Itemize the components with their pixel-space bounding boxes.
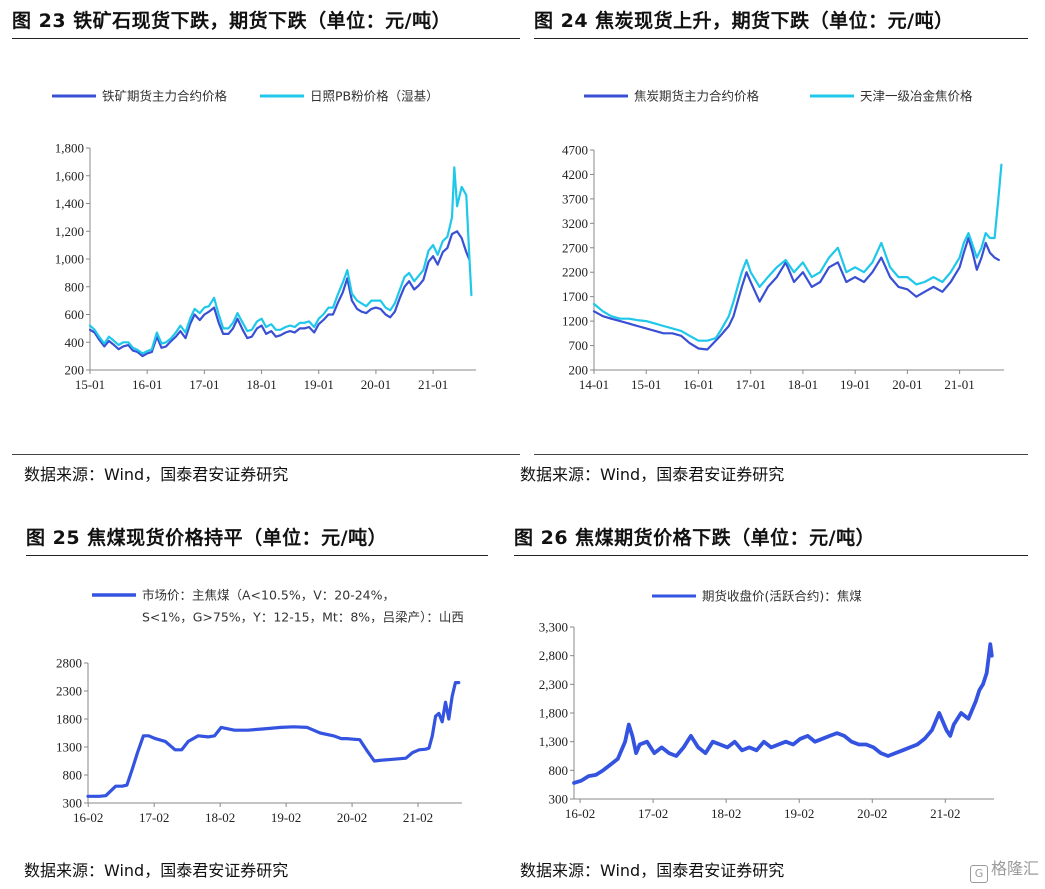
- x-tick-label: 21-01: [944, 377, 974, 392]
- watermark-text: 格隆汇: [990, 859, 1039, 878]
- chart-panel-ironore: 图 23 铁矿石现货下跌，期货下跌（单位：元/吨） 200 400 600 800 1,…: [12, 6, 520, 486]
- x-tick-label: 20-01: [361, 377, 391, 392]
- source-divider: [534, 454, 1028, 455]
- x-tick-label: 19-01: [304, 377, 334, 392]
- y-tick-label: 1,800: [539, 706, 568, 721]
- y-tick-label: 2800: [56, 656, 82, 671]
- y-tick-label: 2,300: [539, 677, 568, 692]
- chart-svg: 300 800 1300 1800 2300 2800 16-02 17-02 18-02 19-…: [56, 588, 464, 826]
- y-tick-label: 1,800: [55, 141, 84, 156]
- y-tick-label: 1,300: [539, 734, 568, 749]
- g-logo-icon: G: [969, 865, 988, 883]
- y-tick-label: 4200: [562, 167, 588, 182]
- legend-label: 天津一级冶金焦价格: [860, 89, 973, 104]
- chart-source: 数据来源：Wind，国泰君安证券研究: [520, 861, 785, 880]
- x-tick-label: 20-01: [892, 377, 922, 392]
- x-tick-label: 16-02: [565, 806, 595, 821]
- y-tick-label: 2,800: [539, 648, 568, 663]
- series-line: [86, 680, 461, 798]
- x-tick-label: 17-01: [736, 377, 766, 392]
- series-line: [592, 163, 1003, 342]
- x-tick-label: 17-01: [189, 377, 219, 392]
- x-tick-label: 18-02: [205, 810, 235, 825]
- chart-title: 图 23 铁矿石现货下跌，期货下跌（单位：元/吨）: [12, 10, 452, 32]
- legend-label: S<1%，G>75%，Y：12-15，Mt：8%，吕梁产）：山西: [142, 610, 464, 625]
- source-divider: [12, 454, 520, 455]
- legend-label: 焦炭期货主力合约价格: [634, 89, 760, 104]
- x-tick-label: 21-02: [403, 810, 433, 825]
- x-tick-label: 16-02: [73, 810, 103, 825]
- chart-source: 数据来源：Wind，国泰君安证券研究: [24, 861, 289, 880]
- y-tick-label: 1700: [562, 289, 588, 304]
- y-tick-label: 2300: [56, 684, 82, 699]
- x-tick-label: 17-02: [139, 810, 169, 825]
- y-tick-label: 800: [63, 768, 83, 783]
- y-tick-label: 200: [65, 363, 85, 378]
- x-tick-label: 18-02: [711, 806, 741, 821]
- chart-panel-coke: 图 24 焦炭现货上升，期货下跌（单位：元/吨） 200 700 1200 1700 2…: [520, 6, 1028, 486]
- y-tick-label: 1200: [562, 314, 588, 329]
- legend-label: 日照PB粉价格（湿基）: [310, 89, 439, 104]
- y-tick-label: 200: [569, 363, 589, 378]
- series-line: [88, 230, 471, 358]
- x-tick-label: 17-02: [638, 806, 668, 821]
- title-divider: [534, 38, 1028, 39]
- y-tick-label: 300: [63, 796, 83, 811]
- chart-svg: 200 400 600 800 1,000 1,200 1,400 1,600 1,800 15-…: [52, 89, 476, 392]
- y-tick-label: 1,200: [55, 224, 84, 239]
- series-line: [592, 236, 1000, 351]
- y-tick-label: 1,000: [55, 252, 84, 267]
- title-divider: [12, 38, 520, 39]
- y-tick-label: 1,400: [55, 196, 84, 211]
- x-tick-label: 18-01: [788, 377, 818, 392]
- series-line: [572, 642, 994, 785]
- y-tick-label: 3200: [562, 216, 588, 231]
- y-tick-label: 400: [65, 335, 85, 350]
- x-tick-label: 15-01: [75, 377, 105, 392]
- y-tick-label: 800: [549, 763, 569, 778]
- y-tick-label: 4700: [562, 143, 588, 158]
- y-tick-label: 1800: [56, 712, 82, 727]
- chart-panel-coking-coal-spot: 图 25 焦煤现货价格持平（单位：元/吨） 300 800 1300 1800 2300…: [24, 523, 488, 883]
- x-tick-label: 19-01: [840, 377, 870, 392]
- y-tick-label: 1300: [56, 740, 82, 755]
- chart-source: 数据来源：Wind，国泰君安证券研究: [24, 465, 289, 484]
- chart-title: 图 25 焦煤现货价格持平（单位：元/吨）: [26, 527, 388, 549]
- chart-source: 数据来源：Wind，国泰君安证券研究: [520, 465, 785, 484]
- legend-label: 市场价：主焦煤（A<10.5%，V：20-24%，: [142, 588, 395, 603]
- x-tick-label: 21-02: [930, 806, 960, 821]
- x-tick-label: 16-01: [132, 377, 162, 392]
- y-tick-label: 2200: [562, 265, 588, 280]
- x-tick-label: 19-02: [271, 810, 301, 825]
- x-tick-label: 19-02: [784, 806, 814, 821]
- title-divider: [514, 555, 1028, 556]
- x-tick-label: 16-01: [683, 377, 713, 392]
- title-divider: [26, 555, 488, 556]
- y-tick-label: 1,600: [55, 168, 84, 183]
- series-line: [88, 166, 473, 355]
- x-tick-label: 18-01: [246, 377, 276, 392]
- x-tick-label: 20-02: [337, 810, 367, 825]
- y-tick-label: 600: [65, 307, 85, 322]
- y-tick-label: 3,300: [539, 620, 568, 635]
- chart-title: 图 26 焦煤期货价格下跌（单位：元/吨）: [514, 527, 876, 549]
- chart-title: 图 24 焦炭现货上升，期货下跌（单位：元/吨）: [534, 10, 954, 32]
- watermark: G 格隆汇: [969, 855, 1039, 883]
- y-tick-label: 300: [549, 792, 569, 807]
- y-tick-label: 2700: [562, 240, 588, 255]
- x-tick-label: 20-02: [857, 806, 887, 821]
- chart-svg: 300 800 1,300 1,800 2,300 2,800 3,300 16-02 17-0…: [539, 589, 994, 821]
- chart-panel-coking-coal-futures: 图 26 焦煤期货价格下跌（单位：元/吨） 300 800 1,300 1,800 2,…: [514, 523, 1028, 883]
- legend-label: 铁矿期货主力合约价格: [102, 89, 228, 104]
- y-tick-label: 800: [65, 279, 85, 294]
- x-tick-label: 15-01: [631, 377, 661, 392]
- y-tick-label: 700: [569, 338, 589, 353]
- y-tick-label: 3700: [562, 191, 588, 206]
- chart-svg: 200 700 1200 1700 2200 2700 3200 3700 4200 4700 14…: [562, 89, 1004, 392]
- x-tick-label: 14-01: [579, 377, 609, 392]
- legend-label: 期货收盘价(活跃合约)：焦煤: [702, 589, 862, 604]
- x-tick-label: 21-01: [418, 377, 448, 392]
